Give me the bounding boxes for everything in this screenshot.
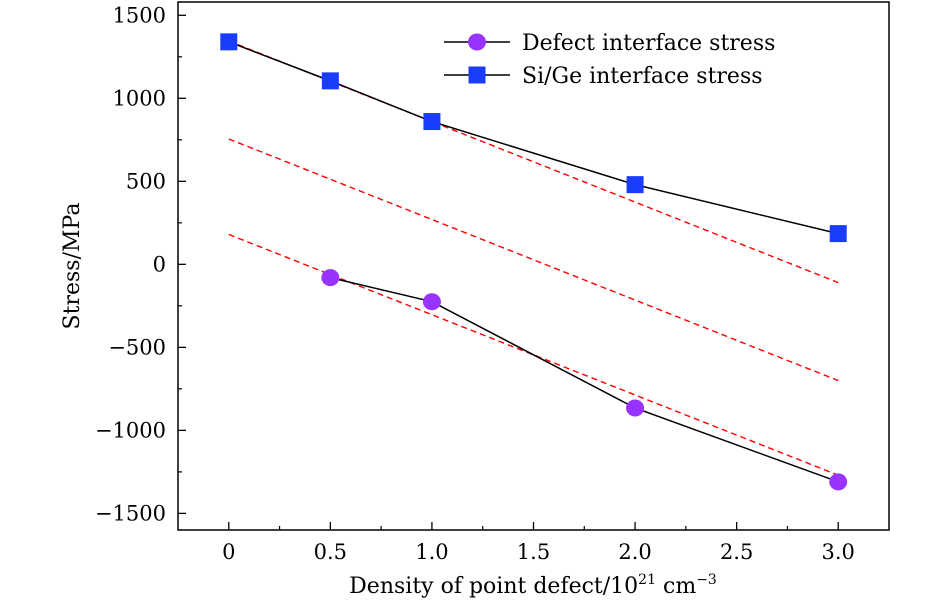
x-axis-label: Density of point defect/1021 cm−3	[349, 572, 717, 599]
data-point-circle	[829, 473, 848, 491]
legend-marker-defect	[468, 33, 486, 51]
data-point-square	[626, 176, 644, 194]
y-tick-label: 1000	[113, 86, 166, 110]
data-point-circle	[422, 293, 441, 311]
y-tick-label: −1500	[95, 501, 166, 525]
data-point-square	[829, 225, 847, 243]
y-tick-label: −1000	[95, 418, 166, 442]
data-point-square	[220, 33, 238, 51]
x-tick-label: 2.5	[720, 540, 753, 564]
x-tick-label: 1.0	[415, 540, 448, 564]
x-tick-label: 0	[222, 540, 235, 564]
y-axis-label: Stress/MPa	[60, 203, 85, 330]
x-tick-label: 0.5	[314, 540, 347, 564]
data-series	[220, 33, 848, 491]
data-point-square	[423, 113, 441, 131]
axis-ticks: 0 0.5 1.0 1.5 2.0 2.5 3.0 −1500 −1000 −500 0 500 100…	[95, 3, 855, 564]
x-tick-label: 1.5	[517, 540, 550, 564]
y-tick-label: 0	[153, 252, 166, 276]
data-point-square	[321, 72, 339, 90]
legend-label-defect: Defect interface stress	[522, 31, 775, 56]
series-line	[330, 276, 839, 483]
data-point-circle	[626, 399, 645, 417]
x-tick-label: 2.0	[618, 540, 651, 564]
y-tick-label: −500	[108, 335, 166, 359]
y-tick-label: 1500	[113, 3, 166, 27]
legend-label-sige: Si/Ge interface stress	[522, 64, 763, 89]
data-point-circle	[321, 269, 340, 287]
y-tick-label: 500	[126, 169, 166, 193]
x-tick-label: 3.0	[822, 540, 855, 564]
fit-line	[228, 138, 839, 382]
legend: Defect interface stress Si/Ge interface …	[444, 31, 775, 89]
fit-lines	[228, 40, 839, 476]
legend-marker-sige	[468, 66, 486, 84]
